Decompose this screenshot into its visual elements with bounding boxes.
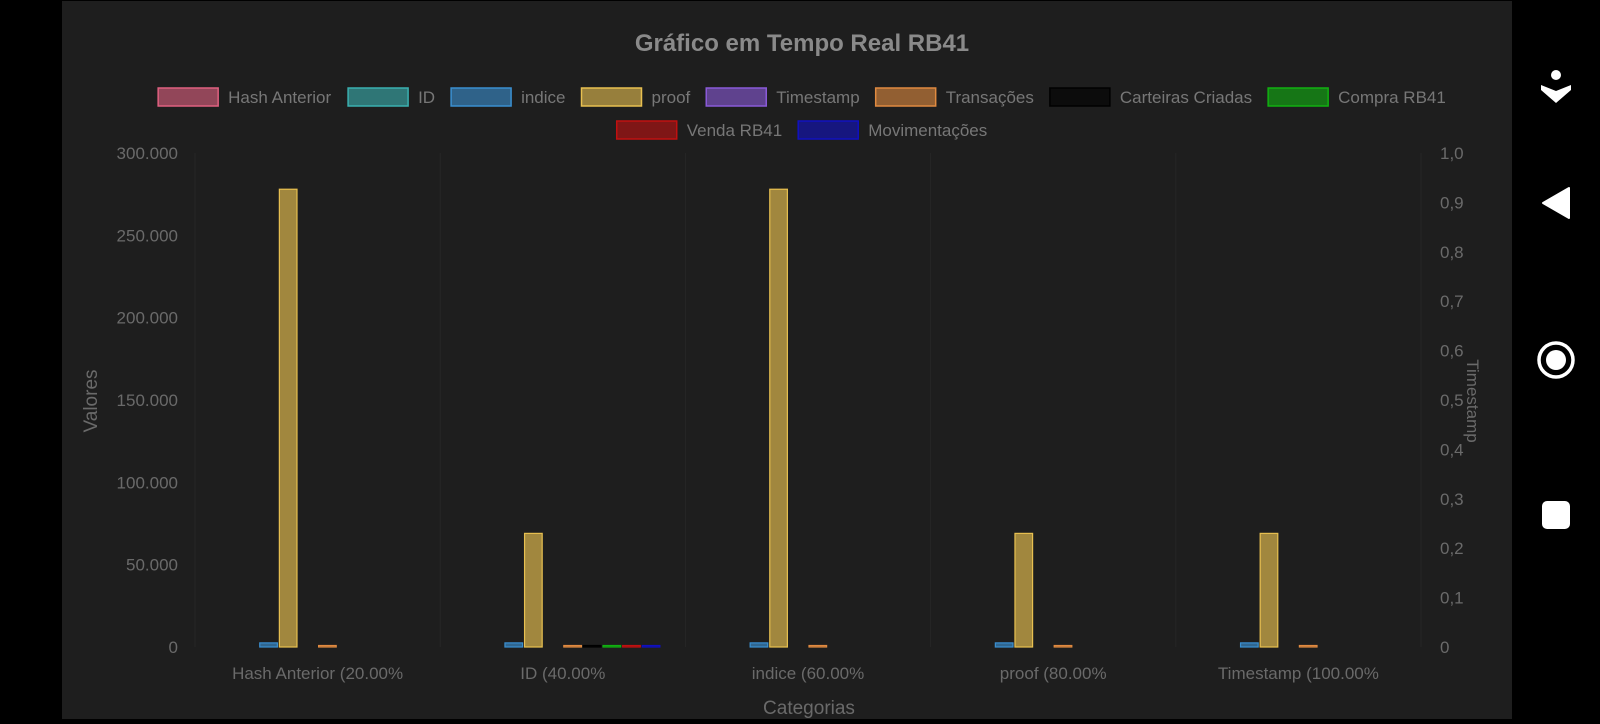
legend-label: Venda RB41 [687, 121, 782, 140]
legend-swatch [1267, 87, 1329, 107]
y-axis-left-ticks: 0 50.000 100.000 150.000 200.000 250.000 300.0… [117, 144, 178, 657]
y-tick-label: 250.000 [117, 226, 178, 245]
legend-label: indice [521, 88, 565, 107]
legend-swatch [874, 87, 937, 107]
legend-swatch [347, 87, 409, 107]
bar-indice-4[interactable] [1239, 642, 1259, 648]
legend-item-id[interactable]: ID [347, 87, 435, 107]
y-tick-label: 0 [169, 638, 178, 657]
legend-item-proof[interactable]: proof [580, 87, 691, 107]
bar-proof-0[interactable] [278, 188, 298, 648]
y2-tick-label: 0 [1440, 638, 1449, 657]
bar-transacoes-3[interactable] [1053, 644, 1073, 648]
legend-swatch [580, 87, 643, 107]
legend-swatch [1049, 87, 1111, 107]
back-icon [1542, 187, 1570, 219]
bar-indice-3[interactable] [994, 642, 1014, 648]
legend-swatch [705, 87, 767, 107]
chart-panel: Gráfico em Tempo Real RB41 Hash Anterior… [62, 1, 1512, 719]
x-tick-label: Hash Anterior (20.00% [232, 664, 403, 683]
legend-item-movimentacoes[interactable]: Movimentações [797, 120, 987, 140]
legend: Hash Anterior ID indice proof Timestamp Trans… [157, 87, 1446, 140]
accessibility-button[interactable] [1512, 52, 1600, 122]
x-axis-title: Categorias [763, 698, 855, 719]
bars [259, 188, 1318, 648]
legend-swatch [450, 87, 512, 107]
legend-swatch [615, 120, 678, 140]
home-icon [1537, 341, 1575, 379]
y2-tick-label: 1,0 [1440, 144, 1464, 163]
x-tick-label: proof (80.00% [1000, 664, 1107, 683]
recents-icon [1542, 501, 1570, 529]
legend-item-carteiras-criadas[interactable]: Carteiras Criadas [1049, 87, 1252, 107]
y2-tick-label: 0,4 [1440, 440, 1464, 459]
recents-button[interactable] [1512, 480, 1600, 550]
x-tick-label: indice (60.00% [752, 664, 864, 683]
y-tick-label: 100.000 [117, 473, 178, 492]
legend-label: Transações [946, 88, 1034, 107]
bar-transacoes-2[interactable] [808, 644, 828, 648]
bar-carteiras-criadas-1[interactable] [582, 644, 602, 648]
y2-axis-title: Timestamp [1463, 359, 1482, 442]
grid [194, 153, 1422, 647]
legend-item-timestamp[interactable]: Timestamp [705, 87, 860, 107]
x-tick-label: Timestamp (100.00% [1218, 664, 1379, 683]
bar-indice-0[interactable] [259, 642, 278, 648]
bar-venda-rb41-1[interactable] [622, 644, 641, 648]
legend-label: ID [418, 88, 435, 107]
legend-item-hash-anterior[interactable]: Hash Anterior [157, 87, 331, 107]
legend-label: Hash Anterior [228, 88, 331, 107]
legend-label: Carteiras Criadas [1120, 88, 1252, 107]
bar-transacoes-1[interactable] [563, 644, 583, 648]
y2-tick-label: 0,3 [1440, 490, 1464, 509]
bar-proof-4[interactable] [1259, 532, 1279, 648]
y2-tick-label: 0,7 [1440, 292, 1464, 311]
chart-svg: Gráfico em Tempo Real RB41 Hash Anterior… [81, 30, 1482, 719]
legend-item-indice[interactable]: indice [450, 87, 566, 107]
y2-tick-label: 0,6 [1440, 342, 1464, 361]
navigation-bar [1512, 0, 1600, 720]
legend-label: Movimentações [868, 121, 987, 140]
chart-title: Gráfico em Tempo Real RB41 [635, 30, 969, 57]
bar-proof-3[interactable] [1014, 532, 1034, 648]
legend-item-compra-rb41[interactable]: Compra RB41 [1267, 87, 1446, 107]
bar-proof-1[interactable] [523, 532, 543, 648]
bar-transacoes-4[interactable] [1298, 644, 1318, 648]
legend-swatch [797, 120, 859, 140]
y-axis-right-ticks: 0 0,1 0,2 0,3 0,4 0,5 0,6 0,7 0,8 0,9 1,0 [1440, 144, 1464, 657]
legend-label: Timestamp [776, 88, 859, 107]
bar-indice-1[interactable] [504, 642, 524, 648]
bar-indice-2[interactable] [749, 642, 769, 648]
x-axis-ticks: Hash Anterior (20.00% ID (40.00% indice (6… [232, 664, 1379, 683]
y-tick-label: 300.000 [117, 144, 178, 163]
legend-label: Compra RB41 [1338, 88, 1446, 107]
bar-movimentacoes-1[interactable] [641, 644, 661, 648]
y2-tick-label: 0,5 [1440, 391, 1464, 410]
x-tick-label: ID (40.00% [520, 664, 605, 683]
y2-tick-label: 0,1 [1440, 589, 1464, 608]
home-button[interactable] [1512, 325, 1600, 395]
y-tick-label: 150.000 [117, 391, 178, 410]
legend-swatch [157, 87, 219, 107]
bar-compra-rb41-1[interactable] [602, 644, 622, 648]
legend-label: proof [652, 88, 691, 107]
legend-item-venda-rb41[interactable]: Venda RB41 [615, 120, 782, 140]
bar-transacoes-0[interactable] [318, 644, 337, 648]
accessibility-icon [1541, 70, 1571, 103]
bar-proof-2[interactable] [769, 188, 788, 648]
legend-item-transacoes[interactable]: Transações [874, 87, 1034, 107]
y2-tick-label: 0,9 [1440, 193, 1464, 212]
y-tick-label: 50.000 [126, 556, 178, 575]
y2-tick-label: 0,8 [1440, 243, 1464, 262]
back-button[interactable] [1512, 168, 1600, 238]
y-tick-label: 200.000 [117, 309, 178, 328]
y-axis-title: Valores [81, 369, 102, 432]
y2-tick-label: 0,2 [1440, 539, 1464, 558]
